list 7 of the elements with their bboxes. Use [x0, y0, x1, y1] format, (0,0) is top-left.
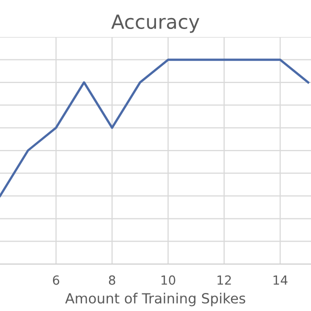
chart-title: Accuracy — [111, 14, 200, 33]
x-axis-title: Amount of Training Spikes — [65, 292, 246, 306]
x-tick-label: 14 — [274, 276, 288, 285]
x-tick-label: 10 — [162, 275, 176, 285]
x-tick-label: 12 — [218, 275, 231, 285]
x-tick-label: 6 — [52, 275, 60, 285]
x-tick-label: 8 — [108, 275, 116, 285]
